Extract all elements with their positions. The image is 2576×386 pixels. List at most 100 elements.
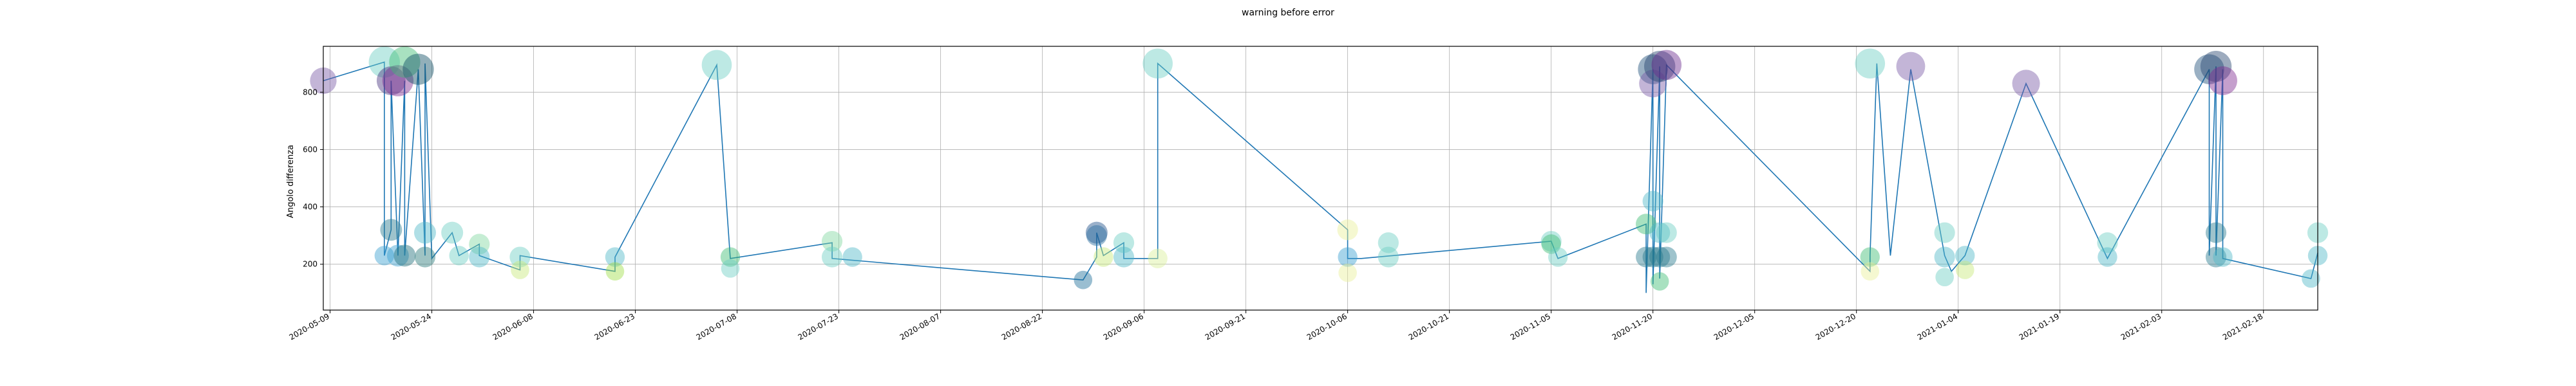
data-point: [382, 65, 414, 96]
data-point: [1378, 232, 1399, 253]
y-tick-label: 600: [303, 145, 317, 154]
data-point: [509, 246, 531, 268]
y-tick-label: 400: [303, 203, 317, 212]
data-point: [1861, 262, 1880, 281]
series-line: [323, 61, 2318, 293]
data-point: [1644, 50, 1676, 82]
data-point: [2302, 269, 2320, 288]
x-tick-label: 2020-08-22: [1000, 311, 1043, 342]
x-tick-label: 2020-07-23: [797, 311, 840, 342]
data-point: [393, 244, 416, 267]
data-point: [2200, 50, 2232, 82]
data-point: [441, 221, 464, 244]
chart-title: warning before error: [1242, 8, 1334, 18]
scatter-points: [310, 46, 2329, 291]
data-point: [2098, 247, 2117, 267]
data-point: [1649, 246, 1671, 268]
data-point: [368, 46, 401, 78]
data-point: [1113, 246, 1135, 268]
series-polyline: [323, 61, 2318, 293]
data-point: [469, 234, 490, 255]
x-tick-label: 2020-07-08: [695, 311, 738, 342]
data-point: [1934, 222, 1955, 243]
data-point: [1113, 232, 1135, 253]
data-point: [2012, 69, 2040, 98]
data-point: [386, 244, 409, 267]
x-tick-label: 2020-05-24: [390, 311, 433, 342]
data-point: [605, 247, 625, 267]
data-point: [1338, 247, 1358, 267]
data-point: [2097, 232, 2118, 253]
data-point: [402, 53, 434, 85]
data-point: [389, 46, 421, 78]
data-point: [376, 66, 406, 95]
data-point: [1650, 272, 1669, 291]
data-point: [1337, 219, 1358, 241]
data-point: [1642, 246, 1663, 268]
x-tick-label: 2020-11-20: [1611, 311, 1654, 342]
data-point: [1642, 190, 1663, 212]
data-point: [1540, 230, 1562, 252]
data-point: [701, 50, 732, 80]
data-point: [2194, 54, 2224, 84]
data-point: [1651, 50, 1682, 80]
x-tick-label: 2020-09-21: [1204, 311, 1247, 342]
y-axis-ticks: 200 400 600 800: [303, 87, 323, 269]
data-point: [821, 230, 843, 252]
x-tick-label: 2020-05-09: [288, 311, 331, 342]
data-point: [2208, 66, 2237, 95]
x-axis-ticks: 2020-05-09 2020-05-24 2020-06-08 2020-06-23…: [288, 310, 2264, 342]
data-point: [1638, 54, 1668, 84]
data-point: [1656, 222, 1677, 243]
data-point: [2205, 246, 2227, 268]
data-point: [469, 246, 490, 268]
data-point: [842, 247, 862, 267]
x-tick-label: 2020-08-07: [898, 311, 942, 342]
data-point: [720, 247, 741, 267]
data-point: [511, 261, 529, 279]
data-point: [380, 219, 402, 241]
x-tick-label: 2020-10-21: [1407, 311, 1450, 342]
data-point: [1649, 222, 1671, 243]
data-point: [1636, 214, 1657, 235]
data-point: [414, 246, 436, 268]
x-tick-label: 2020-11-05: [1509, 311, 1552, 342]
data-point: [1955, 261, 1975, 279]
y-tick-label: 200: [303, 260, 317, 269]
x-tick-label: 2020-06-08: [491, 311, 535, 342]
x-tick-label: 2021-01-04: [1916, 311, 1959, 342]
data-point: [1378, 246, 1399, 268]
x-tick-label: 2020-10-06: [1305, 311, 1349, 342]
data-point: [449, 246, 469, 266]
x-tick-label: 2020-09-06: [1102, 311, 1145, 342]
data-point: [1934, 246, 1955, 268]
x-tick-label: 2021-02-18: [2221, 311, 2264, 342]
data-point: [1639, 69, 1667, 98]
data-point: [1074, 270, 1093, 290]
data-point: [1860, 247, 1880, 267]
data-point: [414, 221, 437, 244]
data-point: [1896, 51, 1926, 81]
data-point: [1085, 221, 1108, 244]
data-point: [821, 246, 843, 268]
data-point: [1142, 48, 1173, 79]
x-tick-label: 2020-06-23: [593, 311, 636, 342]
y-tick-label: 800: [303, 87, 317, 96]
data-point: [1656, 246, 1677, 268]
data-point: [1541, 234, 1561, 254]
data-point: [2205, 222, 2227, 243]
data-point: [2213, 247, 2233, 267]
x-tick-label: 2021-02-03: [2119, 311, 2163, 342]
data-point: [1636, 246, 1657, 268]
plot-area-frame: [323, 46, 2318, 311]
data-point: [1338, 263, 1357, 282]
data-point: [1094, 247, 1113, 267]
data-point: [721, 259, 740, 278]
x-tick-label: 2020-12-20: [1814, 311, 1857, 342]
data-point: [1548, 247, 1568, 267]
data-point: [1935, 268, 1954, 287]
y-axis-label: Angolo differenza: [286, 145, 296, 218]
data-point: [1148, 248, 1168, 268]
data-point: [1086, 225, 1107, 246]
